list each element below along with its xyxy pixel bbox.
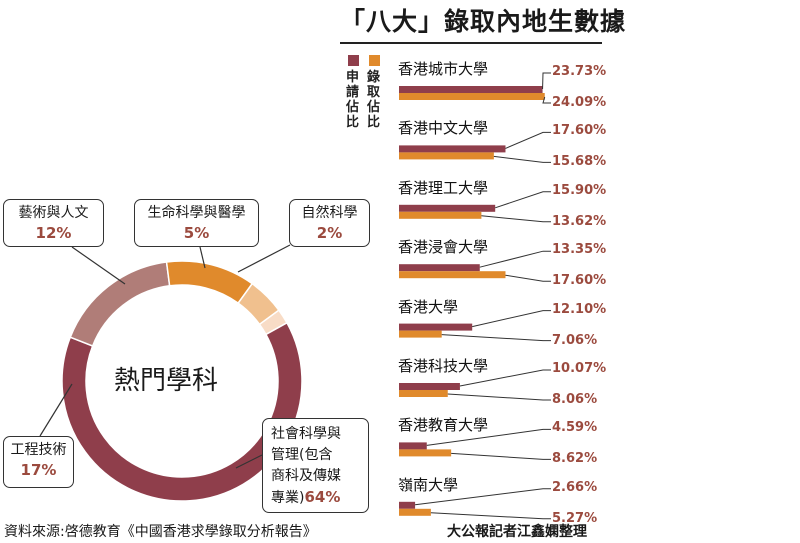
data-label-apply-uni-3: 15.90% [552,182,607,198]
leader-admit-uni-1 [542,96,551,104]
bar-category-uni-1: 香港城市大學 [398,60,489,78]
leader-apply-uni-8 [415,488,551,506]
leader-admit-uni-5 [441,334,551,342]
donut-leader-social [235,454,263,469]
data-label-apply-uni-8: 2.66% [552,479,598,495]
bar-category-uni-5: 香港大學 [398,297,459,316]
data-label-apply-uni-5: 12.10% [552,301,607,317]
donut-label-science: 自然科學 [301,205,358,221]
leader-admit-uni-2 [493,155,551,163]
bar-category-uni-6: 香港科技大學 [398,357,489,375]
donut-leader-arts [71,246,126,285]
data-label-apply-uni-6: 10.07% [552,361,607,376]
data-label-admit-uni-8: 5.27% [552,510,598,526]
leader-admit-uni-7 [451,452,551,460]
callout-engineering: 工程技術 17% [3,436,74,488]
source-note: 資料來源:啓德教育《中國香港求學錄取分析報告》 [4,524,317,540]
data-label-admit-uni-4: 17.60% [552,273,607,289]
donut-label-social-2: 管理(包含 [271,447,333,463]
bar-category-uni-4: 香港浸會大學 [398,238,489,257]
bar-apply-uni-1 [399,86,543,93]
leader-apply-uni-2 [505,131,551,149]
data-label-admit-uni-7: 8.62% [552,451,598,467]
bar-admit-uni-1 [399,93,545,100]
callout-arts: 藝術與人文 12% [3,199,104,247]
donut-pct-engineering: 17% [20,461,57,479]
bar-category-uni-2: 香港中文大學 [398,119,489,138]
data-label-admit-uni-2: 15.68% [552,154,607,170]
leader-apply-uni-3 [495,191,551,209]
legend-label-admit: 錄取佔比 [367,70,381,130]
legend-swatch-apply [348,55,359,66]
bar-category-uni-8: 嶺南大學 [398,475,459,494]
callout-science: 自然科學 2% [289,199,370,247]
donut-label-engineering: 工程技術 [10,442,67,458]
leader-admit-uni-3 [481,215,551,223]
data-label-apply-uni-1: 23.73% [552,64,607,79]
donut-label-social-3: 商科及傳媒 [271,468,341,484]
donut-pct-arts: 12% [35,224,72,242]
data-label-admit-uni-6: 8.06% [552,392,598,407]
bar-admit-uni-8 [399,508,431,516]
data-label-admit-uni-3: 13.62% [552,213,607,229]
bar-apply-uni-6 [399,383,460,390]
credit-note: 大公報記者江鑫嫻整理 [447,524,587,540]
bar-category-uni-3: 香港理工大學 [398,178,489,197]
bar-category-uni-7: 香港教育大學 [398,416,489,435]
donut-label-life: 生命科學與醫學 [147,205,246,221]
data-label-apply-uni-2: 17.60% [552,123,607,139]
leader-apply-uni-7 [426,428,551,446]
donut-pct-life: 5% [183,224,210,242]
donut-hole [87,286,277,476]
legend-label-apply: 申請佔比 [346,70,360,130]
leader-admit-uni-6 [447,393,551,401]
bar-apply-uni-2 [399,145,506,153]
bar-admit-uni-3 [399,211,482,219]
title-rule [340,42,602,44]
leader-apply-uni-5 [472,310,551,328]
donut-leader-science [237,244,291,273]
chart-title: 「八大」錄取內地生數據 [340,7,627,36]
bar-admit-uni-7 [399,449,452,457]
leader-apply-uni-4 [479,250,551,268]
data-label-admit-uni-5: 7.06% [552,332,598,348]
data-label-admit-uni-1: 24.09% [552,95,607,110]
bar-apply-uni-7 [399,442,427,450]
donut-slice-life [237,282,280,326]
bar-admit-uni-2 [399,152,494,160]
leader-admit-uni-8 [430,512,551,520]
donut-center-label: 熱門學科 [114,366,219,396]
leader-apply-uni-1 [542,72,551,90]
callout-social: 社會科學與 管理(包含 商科及傳媒 專業)64% [262,418,369,513]
donut-label-social-1: 社會科學與 [271,426,341,442]
bar-apply-uni-4 [399,264,480,272]
donut-label-social-4: 專業) [271,490,305,506]
bar-admit-uni-5 [399,330,442,338]
data-label-apply-uni-7: 4.59% [552,420,598,436]
donut-pct-social: 64% [304,488,341,506]
leader-admit-uni-4 [505,274,551,282]
data-label-apply-uni-4: 13.35% [552,242,607,258]
donut-leader-life [199,246,206,269]
bar-apply-uni-3 [399,204,496,212]
leader-apply-uni-6 [459,369,551,387]
donut-label-arts: 藝術與人文 [18,205,89,221]
bar-admit-uni-6 [399,390,448,397]
donut-leader-engineering [39,383,73,437]
callout-life: 生命科學與醫學 5% [134,199,259,247]
bar-admit-uni-4 [399,271,506,279]
legend-swatch-admit [369,55,380,66]
bar-apply-uni-5 [399,323,473,331]
donut-pct-science: 2% [316,224,343,242]
bar-apply-uni-8 [399,501,416,509]
